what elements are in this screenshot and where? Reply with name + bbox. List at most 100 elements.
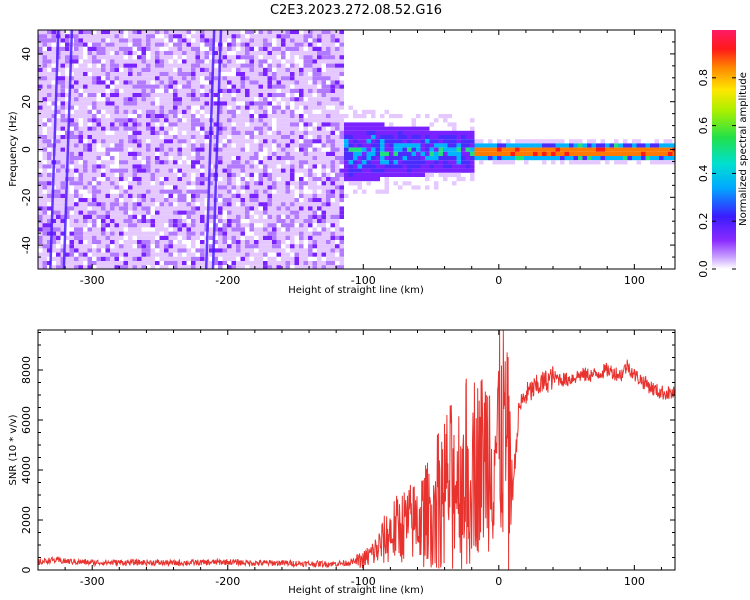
spectrogram-cell	[272, 214, 277, 219]
spectrogram-cell	[668, 160, 673, 165]
spectrogram-cell	[87, 122, 92, 127]
spectrogram-cell	[42, 261, 47, 266]
spectrogram-cell	[443, 118, 448, 123]
spectrogram-cell	[56, 97, 61, 102]
spectrogram-cell	[303, 210, 308, 215]
spectrogram-cell	[101, 38, 106, 43]
spectrogram-cell	[240, 59, 245, 64]
spectrogram-cell	[209, 240, 214, 245]
spectrogram-cell	[105, 88, 110, 93]
spectrogram-cell	[587, 151, 592, 156]
spectrogram-cell	[87, 101, 92, 106]
spectrogram-cell	[290, 156, 295, 161]
spectrogram-cell	[47, 114, 52, 119]
spectrogram-cell	[114, 202, 119, 207]
spectrogram-cell	[254, 130, 259, 135]
spectrogram-cell	[317, 185, 322, 190]
spectrogram-cell	[335, 244, 340, 249]
spectrogram-cell	[330, 93, 335, 98]
spectrogram-cell	[290, 46, 295, 51]
spectrogram-cell	[236, 59, 241, 64]
spectrogram-cell	[240, 42, 245, 47]
spectrogram-cell	[78, 109, 83, 114]
spectrogram-cell	[258, 135, 263, 140]
spectrogram-cell	[114, 172, 119, 177]
spectrogram-cell	[389, 126, 394, 131]
spectrogram-cell	[195, 240, 200, 245]
spectrogram-cell	[501, 160, 506, 165]
spectrogram-cell	[321, 84, 326, 89]
spectrogram-cell	[78, 126, 83, 131]
spectrogram-cell	[47, 219, 52, 224]
spectrogram-cell	[236, 135, 241, 140]
spectrogram-cell	[443, 139, 448, 144]
spectrogram-cell	[461, 147, 466, 152]
spectrogram-cell	[357, 160, 362, 165]
spectrogram-cell	[191, 51, 196, 56]
spectrogram-cell	[78, 210, 83, 215]
spectrogram-cell	[569, 156, 574, 161]
spectrogram-cell	[87, 198, 92, 203]
spectrogram-cell	[546, 151, 551, 156]
spectrogram-cell	[326, 109, 331, 114]
spectrogram-cell	[483, 156, 488, 161]
spectrogram-cell	[141, 177, 146, 182]
spectrogram-cell	[402, 151, 407, 156]
spectrogram-cell	[168, 67, 173, 72]
spectrogram-cell	[240, 172, 245, 177]
spectrogram-cell	[42, 101, 47, 106]
spectrogram-cell	[42, 59, 47, 64]
spectrogram-cell	[141, 118, 146, 123]
spectrogram-cell	[191, 139, 196, 144]
spectrogram-cell	[420, 168, 425, 173]
spectrogram-cell	[303, 168, 308, 173]
spectrogram-cell	[150, 227, 155, 232]
spectrogram-cell	[92, 130, 97, 135]
spectrogram-cell	[515, 143, 520, 148]
spectrogram-cell	[641, 147, 646, 152]
spectrogram-cell	[479, 156, 484, 161]
spectrogram-cell	[371, 177, 376, 182]
spectrogram-cell	[429, 164, 434, 169]
spectrogram-cell	[330, 156, 335, 161]
spectrogram-cell	[294, 256, 299, 261]
spectrogram-cell	[123, 59, 128, 64]
spectrogram-cell	[276, 130, 281, 135]
spectrogram-cell	[281, 135, 286, 140]
spectrogram-cell	[308, 93, 313, 98]
spectrogram-cell	[137, 256, 142, 261]
spectrogram-cell	[146, 164, 151, 169]
spectrogram-cell	[159, 51, 164, 56]
spectrogram-cell	[60, 51, 65, 56]
spectrogram-cell	[87, 126, 92, 131]
spectrogram-cell	[195, 189, 200, 194]
spectrogram-cell	[308, 160, 313, 165]
spectrogram-cell	[83, 84, 88, 89]
spectrogram-cell	[339, 248, 344, 253]
spectrogram-cell	[344, 147, 349, 152]
spectrogram-cell	[384, 126, 389, 131]
spectrogram-cell	[263, 189, 268, 194]
spectrogram-cell	[290, 93, 295, 98]
spectrogram-cell	[330, 240, 335, 245]
spectrogram-y-tick-label: 20	[20, 95, 33, 109]
spectrogram-cell	[38, 198, 43, 203]
spectrogram-cell	[668, 151, 673, 156]
spectrogram-cell	[371, 114, 376, 119]
spectrogram-cell	[209, 210, 214, 215]
spectrogram-cell	[303, 135, 308, 140]
spectrogram-cell	[438, 168, 443, 173]
spectrogram-cell	[312, 210, 317, 215]
spectrogram-cell	[551, 160, 556, 165]
spectrogram-cell	[96, 101, 101, 106]
spectrogram-cell	[600, 156, 605, 161]
spectrogram-cell	[123, 88, 128, 93]
spectrogram-cell	[132, 105, 137, 110]
spectrogram-cell	[38, 51, 43, 56]
spectrogram-cell	[267, 252, 272, 257]
spectrogram-cell	[276, 252, 281, 257]
spectrogram-cell	[132, 172, 137, 177]
spectrogram-cell	[321, 256, 326, 261]
spectrogram-cell	[254, 164, 259, 169]
